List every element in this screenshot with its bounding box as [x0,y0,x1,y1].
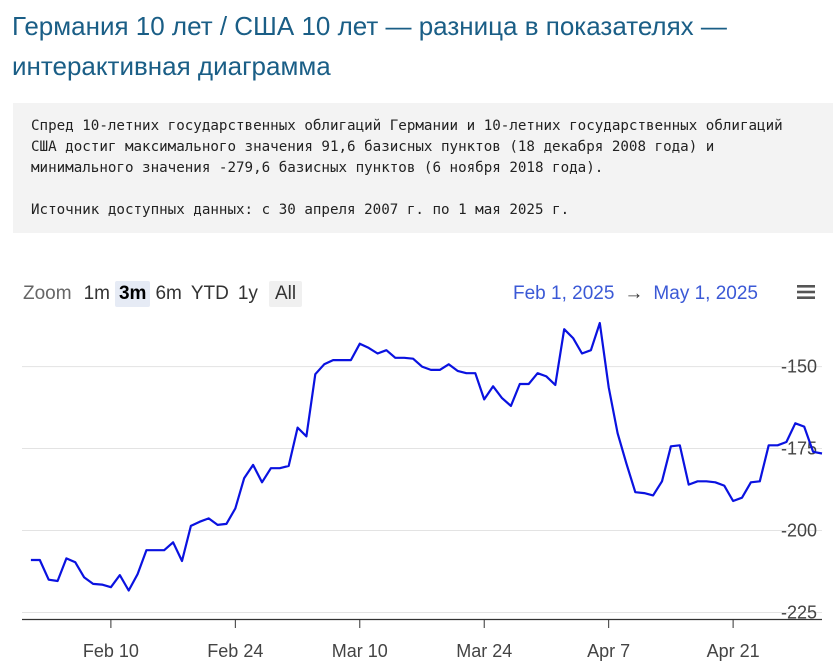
x-tick-label: Feb 24 [207,641,263,661]
data-source-note: Источник доступных данных: с 30 апреля 2… [31,202,570,218]
zoom-button-ytd[interactable]: YTD [190,283,229,304]
zoom-button-1y[interactable]: 1y [237,283,258,304]
zoom-toolbar: Zoom 1m 3m 6m YTD 1y All [23,280,303,308]
hamburger-menu-icon[interactable] [796,283,816,301]
zoom-button-all[interactable]: All [268,281,303,307]
spread-series-line[interactable] [30,321,823,592]
zoom-button-3m[interactable]: 3m [114,281,151,307]
page-title: Германия 10 лет / США 10 лет — разница в… [12,11,727,81]
range-to-date[interactable]: May 1, 2025 [653,283,758,304]
chart-container: Zoom 1m 3m 6m YTD 1y All Feb 1, 2025 → M… [0,262,836,667]
x-tick-label: Apr 7 [587,641,630,661]
x-tick-label: Mar 10 [332,641,388,661]
zoom-label: Zoom [23,283,72,304]
x-tick-label: Feb 10 [83,641,139,661]
x-tick-label: Apr 21 [707,641,760,661]
x-tick-label: Mar 24 [456,641,512,661]
range-from-date[interactable]: Feb 1, 2025 [513,283,615,304]
spread-line-chart: -150 -175 -200 -225 Feb 10 Feb 24 Mar 10 Mar 24… [22,321,823,661]
date-range-selector: Feb 1, 2025 → May 1, 2025 [513,280,758,308]
y-tick-label: -200 [781,521,817,541]
y-tick-label: -150 [781,357,817,377]
spread-description: Спред 10-летних государственных облигаци… [31,118,792,176]
info-box: Спред 10-летних государственных облигаци… [13,103,833,233]
zoom-button-6m[interactable]: 6m [155,283,182,304]
range-arrow: → [624,283,644,304]
y-tick-label: -175 [781,439,817,459]
y-tick-label: -225 [781,602,817,622]
zoom-button-1m[interactable]: 1m [83,283,110,304]
